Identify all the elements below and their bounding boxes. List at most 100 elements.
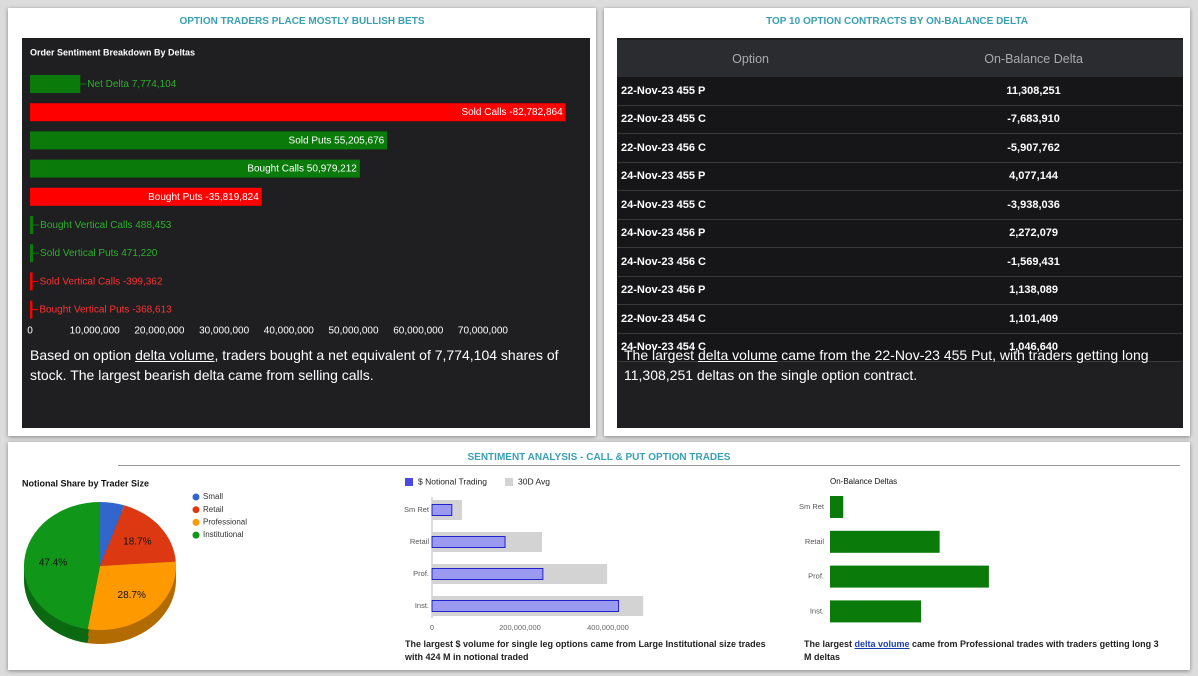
cell: 22-Nov-23 454 C	[617, 304, 885, 334]
bar-label: Sold Puts 55,205,676	[289, 135, 385, 146]
value-label: 55,205,676	[334, 135, 384, 146]
text: The largest	[804, 639, 855, 649]
column-header: Option	[617, 40, 885, 77]
row: 22-Nov-23 455 P 11,308,251	[617, 77, 1183, 106]
bar	[30, 244, 34, 263]
cell: 22-Nov-23 455 C	[617, 105, 885, 134]
bar	[830, 530, 940, 553]
column-header: On-Balance Delta	[884, 40, 1183, 77]
x-tick-label: 20,000,000	[134, 326, 184, 337]
note: The largest delta volume came from Profe…	[804, 638, 1164, 664]
x-tick-label: 0	[430, 623, 434, 632]
category-label: Sm Ret	[799, 502, 825, 511]
x-tick-label: 10,000,000	[70, 326, 120, 337]
x-tick-label: 30,000,000	[199, 326, 249, 337]
value-label: 18.7%	[123, 536, 151, 547]
legend-marker	[192, 531, 200, 539]
divider	[118, 465, 1180, 466]
bar-label: Bought Calls 50,979,212	[247, 163, 357, 174]
x-tick-label: 200,000,000	[499, 623, 541, 632]
legend-marker	[192, 506, 200, 514]
legend-marker	[192, 518, 200, 526]
category-label: Retail	[410, 537, 430, 546]
bar	[30, 131, 388, 150]
x-tick-label: 60,000,000	[393, 326, 443, 337]
category-label: Bought Calls	[247, 163, 304, 174]
legend-label: Retail	[203, 505, 224, 514]
cell: 1,046,640	[884, 333, 1183, 362]
cell: 1,101,409	[884, 304, 1183, 334]
text: came from the 22-Nov-23 455 Put, with tr…	[624, 347, 1149, 383]
bar	[830, 496, 844, 518]
cell: -3,938,036	[884, 190, 1183, 220]
row: 24-Nov-23 455 P 4,077,144	[617, 162, 1183, 191]
bar	[30, 159, 360, 178]
value-label: 50,979,212	[307, 163, 357, 174]
value-label: -368,613	[132, 304, 172, 315]
value-label: 488,453	[135, 220, 172, 231]
table: Option On-Balance Delta 22-Nov-23 455 P 11…	[617, 40, 1183, 362]
category-label: Sm Ret	[404, 505, 430, 514]
bar-label: Sold Vertical Calls -399,362	[40, 276, 163, 287]
bar	[431, 600, 620, 612]
bar	[830, 565, 989, 588]
panel-title: TOP 10 OPTION CONTRACTS BY ON-BALANCE DE…	[766, 16, 1028, 27]
category-label: Prof.	[413, 569, 429, 578]
bar-label: Bought Vertical Puts -368,613	[39, 304, 172, 315]
value-label: 7,774,104	[132, 79, 177, 90]
bar-label: Net Delta 7,774,104	[87, 79, 176, 90]
cell: 24-Nov-23 456 P	[617, 219, 885, 248]
pie-slice	[24, 502, 101, 630]
row: 22-Nov-23 454 C 1,101,409	[617, 304, 1183, 334]
category-label: Inst.	[415, 601, 429, 610]
x-tick-label: 40,000,000	[264, 326, 314, 337]
category-label: Bought Vertical Calls	[40, 220, 132, 231]
link[interactable]: delta volume	[697, 347, 778, 363]
cell: 1,138,089	[884, 276, 1183, 305]
cell: -1,569,431	[884, 247, 1183, 277]
pie-slice	[100, 502, 125, 566]
chart-background	[22, 38, 590, 428]
row: 22-Nov-23 456 C -5,907,762	[617, 133, 1183, 163]
category-label: Bought Vertical Puts	[39, 304, 129, 315]
x-tick-label: 70,000,000	[458, 326, 508, 337]
category-label: Sold Puts	[289, 135, 332, 146]
note: Based on option delta volume, traders bo…	[30, 345, 580, 385]
value-label: 47.4%	[39, 557, 67, 568]
row: 24-Nov-23 455 C -3,938,036	[617, 190, 1183, 220]
cell: 4,077,144	[884, 162, 1183, 191]
panel: SENTIMENT ANALYSIS - CALL & PUT OPTION T…	[8, 442, 1190, 670]
value-label: 28.7%	[118, 590, 146, 601]
link[interactable]: delta volume	[854, 639, 910, 649]
cell: -5,907,762	[884, 133, 1183, 163]
cell: -7,683,910	[884, 105, 1183, 134]
category-label: Sold Vertical Puts	[40, 248, 118, 259]
cell: 24-Nov-23 455 P	[617, 162, 885, 191]
row: 22-Nov-23 455 C -7,683,910	[617, 105, 1183, 134]
chart-title: Notional Share by Trader Size	[22, 478, 149, 488]
note: The largest $ volume for single leg opti…	[405, 638, 780, 664]
cell: 22-Nov-23 456 P	[617, 276, 885, 305]
note: The largest delta volume came from the 2…	[624, 345, 1174, 385]
bar-label: Bought Puts -35,819,824	[148, 191, 259, 202]
x-tick-label: 0	[27, 326, 33, 337]
chart-title: On-Balance Deltas	[830, 477, 897, 486]
category-label: Net Delta	[87, 79, 129, 90]
value-label: -399,362	[123, 276, 163, 287]
bar	[431, 504, 453, 516]
cell: 24-Nov-23 456 C	[617, 247, 885, 277]
bar	[30, 300, 33, 319]
bar	[30, 75, 81, 93]
cell: 2,272,079	[884, 219, 1183, 248]
legend-label: $ Notional Trading	[418, 476, 487, 486]
panel-title: OPTION TRADERS PLACE MOSTLY BULLISH BETS	[179, 16, 425, 27]
legend-label: Small	[203, 492, 223, 501]
category-label: Bought Puts	[148, 191, 202, 202]
bar	[30, 103, 566, 122]
panel-title: SENTIMENT ANALYSIS - CALL & PUT OPTION T…	[467, 452, 731, 463]
category-label: Sold Vertical Calls	[40, 276, 121, 287]
link[interactable]: delta volume	[135, 347, 215, 363]
x-tick-label: 400,000,000	[587, 623, 629, 632]
